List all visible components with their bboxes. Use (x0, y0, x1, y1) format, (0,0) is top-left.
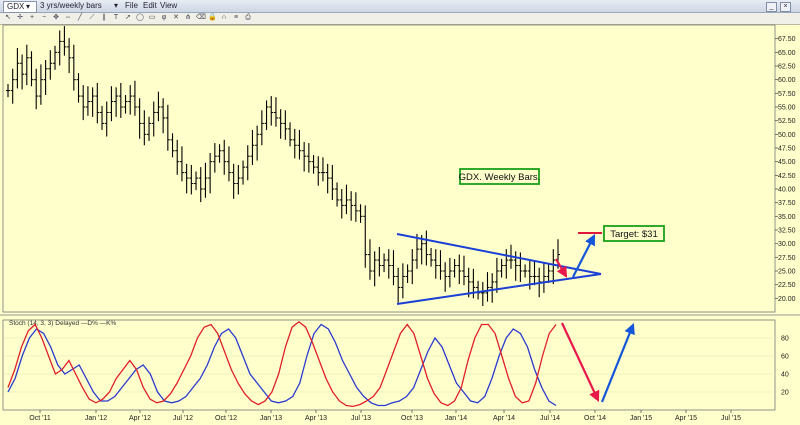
stoch-d-line (7, 323, 557, 407)
price-tick-label: 52.50 (778, 118, 796, 125)
stoch-tick-label: 40 (781, 372, 789, 379)
title-label-text: GDX. Weekly Bars. (459, 172, 541, 183)
x-tick-label: Oct '13 (401, 415, 423, 422)
trendline-icon[interactable]: ⟋ (89, 14, 95, 21)
price-tick-label: 32.50 (778, 228, 796, 235)
target-label-box (603, 225, 665, 242)
x-tick-label: Jan '12 (85, 415, 107, 422)
zoom-out-icon[interactable]: − (41, 14, 47, 21)
close-icon[interactable]: × (780, 2, 791, 12)
x-tick-label: Apr '14 (493, 415, 515, 422)
menu-file[interactable]: File (125, 1, 138, 10)
x-tick-label: Jan '14 (445, 415, 467, 422)
measure-icon[interactable]: ⇔ (64, 14, 72, 21)
price-tick-label: 45.00 (778, 159, 796, 166)
red-down-arrow-price (555, 258, 568, 278)
stoch-tick-label: 20 (781, 390, 789, 397)
layers-icon[interactable]: ≡ (233, 14, 239, 21)
price-tick-label: 30.00 (778, 241, 796, 248)
stoch-tick-label: 60 (781, 354, 789, 361)
stoch-panel-frame (2, 319, 776, 411)
x-tick-label: Oct '14 (584, 415, 606, 422)
price-tick-label: 47.50 (778, 146, 796, 153)
price-tick-label: 62.50 (778, 64, 796, 71)
ellipse-icon[interactable]: ◯ (136, 14, 144, 21)
zoom-in-icon[interactable]: + (29, 14, 35, 21)
triangle-lower-line (396, 273, 602, 305)
price-tick-label: 40.00 (778, 187, 796, 194)
symbol-text: GDX (7, 2, 25, 11)
channel-icon[interactable]: ∥ (102, 14, 106, 21)
price-panel-frame (2, 24, 776, 313)
x-tick-label: Jul '15 (721, 415, 741, 422)
title-bar: GDX ▾ 3 yrs/weekly bars ▾ File Edit View… (0, 0, 800, 13)
arrow-icon[interactable]: ➚ (125, 14, 131, 21)
x-tick-label: Oct '11 (29, 415, 51, 422)
x-tick-label: Jul '12 (173, 415, 193, 422)
price-tick-label: 65.00 (778, 50, 796, 57)
target-label-text: Target: $31 (610, 229, 658, 240)
gann-icon[interactable]: ✕ (173, 14, 179, 21)
blue-up-arrow-stoch (600, 322, 635, 403)
rect-icon[interactable]: ▭ (148, 14, 156, 21)
lock-icon[interactable]: 🔒 (208, 14, 217, 21)
price-tick-label: 55.00 (778, 105, 796, 112)
menu-edit[interactable]: Edit (143, 1, 157, 10)
minimize-icon[interactable]: _ (766, 2, 777, 12)
price-tick-label: 42.50 (778, 173, 796, 180)
pan-icon[interactable]: ✥ (53, 14, 59, 21)
x-tick-label: Jan '13 (260, 415, 282, 422)
text-icon[interactable]: T (113, 14, 119, 21)
x-tick-label: Jul '13 (351, 415, 371, 422)
crosshair-icon[interactable]: ✛ (17, 14, 23, 21)
price-tick-label: 35.00 (778, 214, 796, 221)
stoch-legend: Stoch (14, 3, 3) Delayed —D% —K% (9, 320, 117, 327)
title-label-box (459, 168, 540, 185)
x-tick-label: Jul '14 (540, 415, 560, 422)
blue-up-arrow-price (572, 234, 596, 278)
price-tick-label: 57.50 (778, 91, 796, 98)
stoch-k-line (7, 320, 557, 408)
triangle-upper-line (396, 233, 602, 275)
stoch-tick-label: 80 (781, 336, 789, 343)
price-tick-label: 67.50 (778, 36, 796, 43)
price-tick-label: 22.50 (778, 282, 796, 289)
x-tick-label: Oct '12 (215, 415, 237, 422)
price-tick-label: 20.00 (778, 296, 796, 303)
x-tick-label: Apr '15 (675, 415, 697, 422)
price-tick-label: 37.50 (778, 200, 796, 207)
cursor-icon[interactable]: ↖ (5, 14, 11, 21)
x-tick-label: Apr '13 (305, 415, 327, 422)
chevron-down-icon[interactable]: ▾ (26, 2, 31, 11)
price-tick-label: 60.00 (778, 77, 796, 84)
fib-icon[interactable]: φ (161, 14, 167, 21)
price-tick-label: 50.00 (778, 132, 796, 139)
x-tick-label: Apr '12 (129, 415, 151, 422)
symbol-input[interactable]: GDX ▾ (3, 1, 37, 13)
chevron-down-icon[interactable]: ▾ (114, 1, 119, 10)
menu-view[interactable]: View (160, 1, 178, 10)
price-tick-label: 27.50 (778, 255, 796, 262)
red-down-arrow-stoch (561, 322, 600, 402)
pitchfork-icon[interactable]: ⋔ (185, 14, 191, 21)
x-tick-label: Jan '15 (630, 415, 652, 422)
line-icon[interactable]: ╱ (77, 14, 83, 21)
toolbar: ↖ ✛ + − ✥ ⇔ ╱ ⟋ ∥ T ➚ ◯ ▭ φ ✕ ⋔ ⌫ 🔒 ∩ ≡ ⎙ (0, 13, 800, 25)
timeframe-dropdown[interactable]: 3 yrs/weekly bars (40, 1, 102, 10)
price-tick-label: 25.00 (778, 269, 796, 276)
magnet-icon[interactable]: ∩ (221, 14, 227, 21)
eraser-icon[interactable]: ⌫ (196, 14, 206, 21)
print-icon[interactable]: ⎙ (245, 14, 251, 21)
